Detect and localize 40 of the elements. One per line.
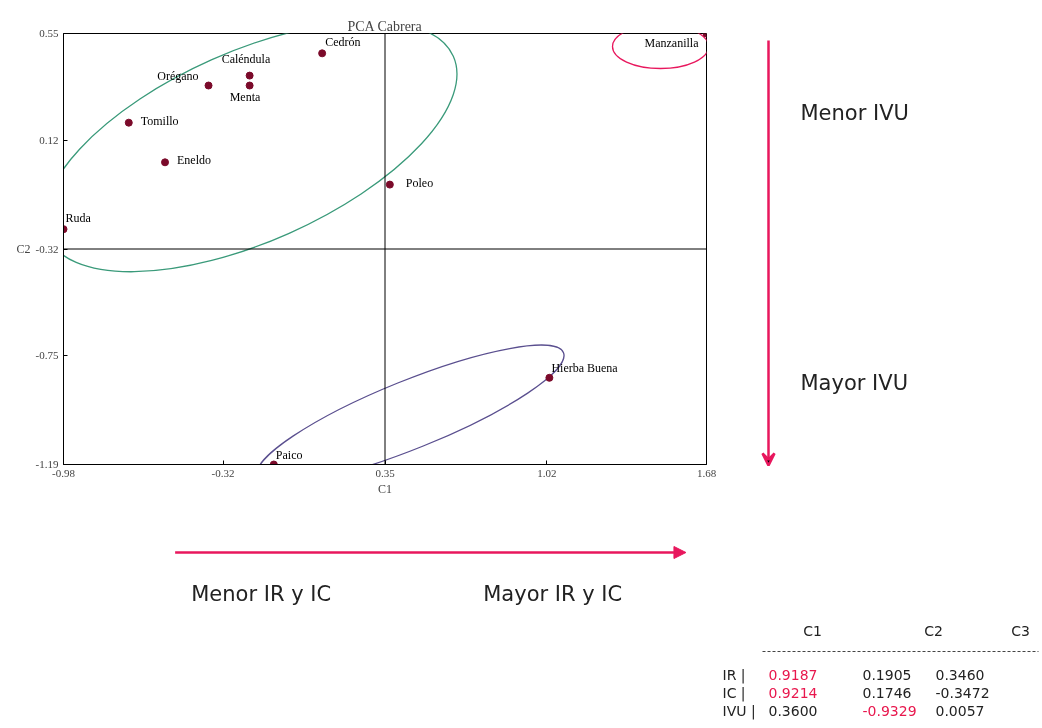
text: IR | <box>722 666 746 684</box>
annotation: Ruda <box>65 211 92 226</box>
y-tick-label: 0.12 <box>39 133 59 146</box>
chart-title: PCA Cabrera <box>347 18 423 34</box>
annotation: Poleo <box>405 175 434 190</box>
x-tick-label: 1.02 <box>537 466 557 479</box>
text: Menor IR y IC <box>191 581 332 606</box>
text: Mayor IVU <box>800 370 909 395</box>
x-axis-title: C1 <box>378 481 393 496</box>
text: IVU | <box>722 702 756 720</box>
text: 0.9214 <box>768 684 818 701</box>
text: 0.0057 <box>935 702 985 719</box>
text: IC | <box>722 684 746 702</box>
text: C1 <box>803 622 822 639</box>
annotation: Eneldo <box>177 153 212 168</box>
text: 0.1746 <box>862 684 912 701</box>
text: 0.3460 <box>935 666 985 683</box>
text: Menor IVU <box>800 100 909 125</box>
text: 0.3600 <box>768 702 818 719</box>
text: C2 <box>924 622 943 639</box>
y-tick-label: 0.55 <box>39 27 59 39</box>
text: Mayor IR y IC <box>483 581 623 606</box>
text: -0.9329 <box>862 702 917 719</box>
annotation: Cedrón <box>325 35 361 50</box>
text: 0.1905 <box>862 666 912 683</box>
x-tick-label: 0.35 <box>375 466 396 479</box>
text: -0.3472 <box>935 684 990 701</box>
annotation: Manzanilla <box>644 35 700 50</box>
annotation: Paico <box>275 447 303 462</box>
text: 0.9187 <box>768 666 818 683</box>
annotation: Menta <box>229 89 261 104</box>
annotation: Tomillo <box>140 113 179 128</box>
x-tick-label: -0.32 <box>211 466 235 479</box>
y-tick-label: -0.75 <box>35 349 59 362</box>
y-tick-label: -0.32 <box>35 242 59 255</box>
x-tick-label: 1.68 <box>696 466 717 479</box>
annotation: Caléndula <box>221 51 271 66</box>
text: C3 <box>1011 622 1030 639</box>
y-tick-label: -1.19 <box>35 458 59 470</box>
y-axis-title: C2 <box>16 242 31 256</box>
